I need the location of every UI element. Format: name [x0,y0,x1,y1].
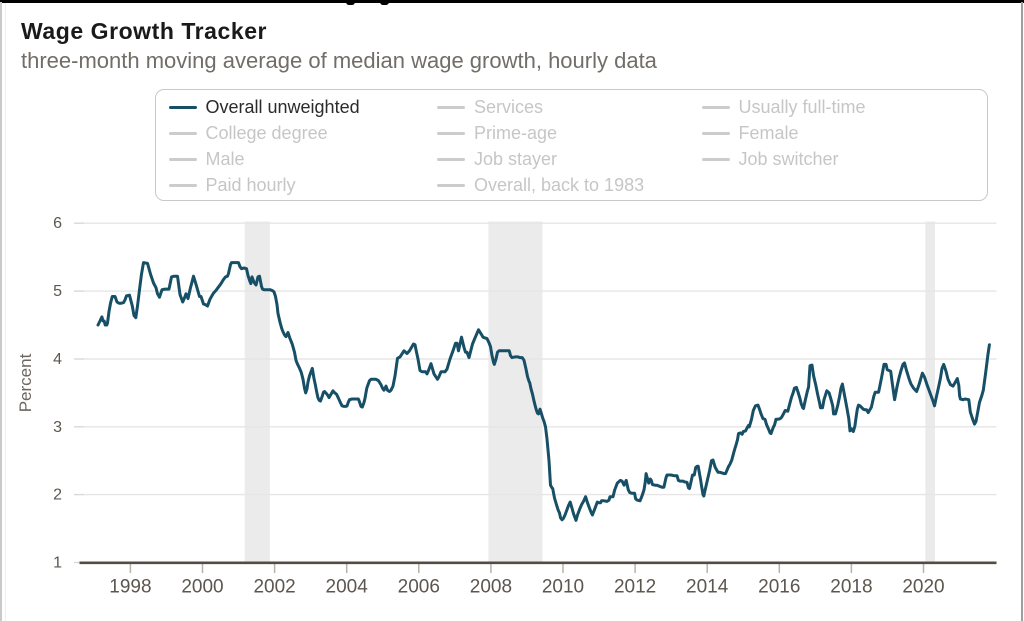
svg-text:2010: 2010 [542,577,584,598]
svg-text:Percent: Percent [16,353,35,412]
svg-text:1998: 1998 [109,577,151,598]
svg-text:2002: 2002 [253,577,295,598]
svg-text:2020: 2020 [902,577,944,598]
svg-text:2016: 2016 [758,577,800,598]
svg-text:3: 3 [53,419,62,436]
svg-text:2014: 2014 [686,577,729,598]
svg-text:5: 5 [53,283,62,300]
svg-text:2018: 2018 [830,577,872,598]
svg-text:2008: 2008 [470,577,512,598]
svg-text:2000: 2000 [181,577,223,598]
svg-text:2004: 2004 [326,577,369,598]
svg-text:2: 2 [53,487,62,504]
svg-text:1: 1 [53,555,62,572]
svg-text:4: 4 [53,351,62,368]
svg-text:6: 6 [53,215,62,232]
svg-text:2006: 2006 [398,577,440,598]
svg-text:2012: 2012 [614,577,656,598]
